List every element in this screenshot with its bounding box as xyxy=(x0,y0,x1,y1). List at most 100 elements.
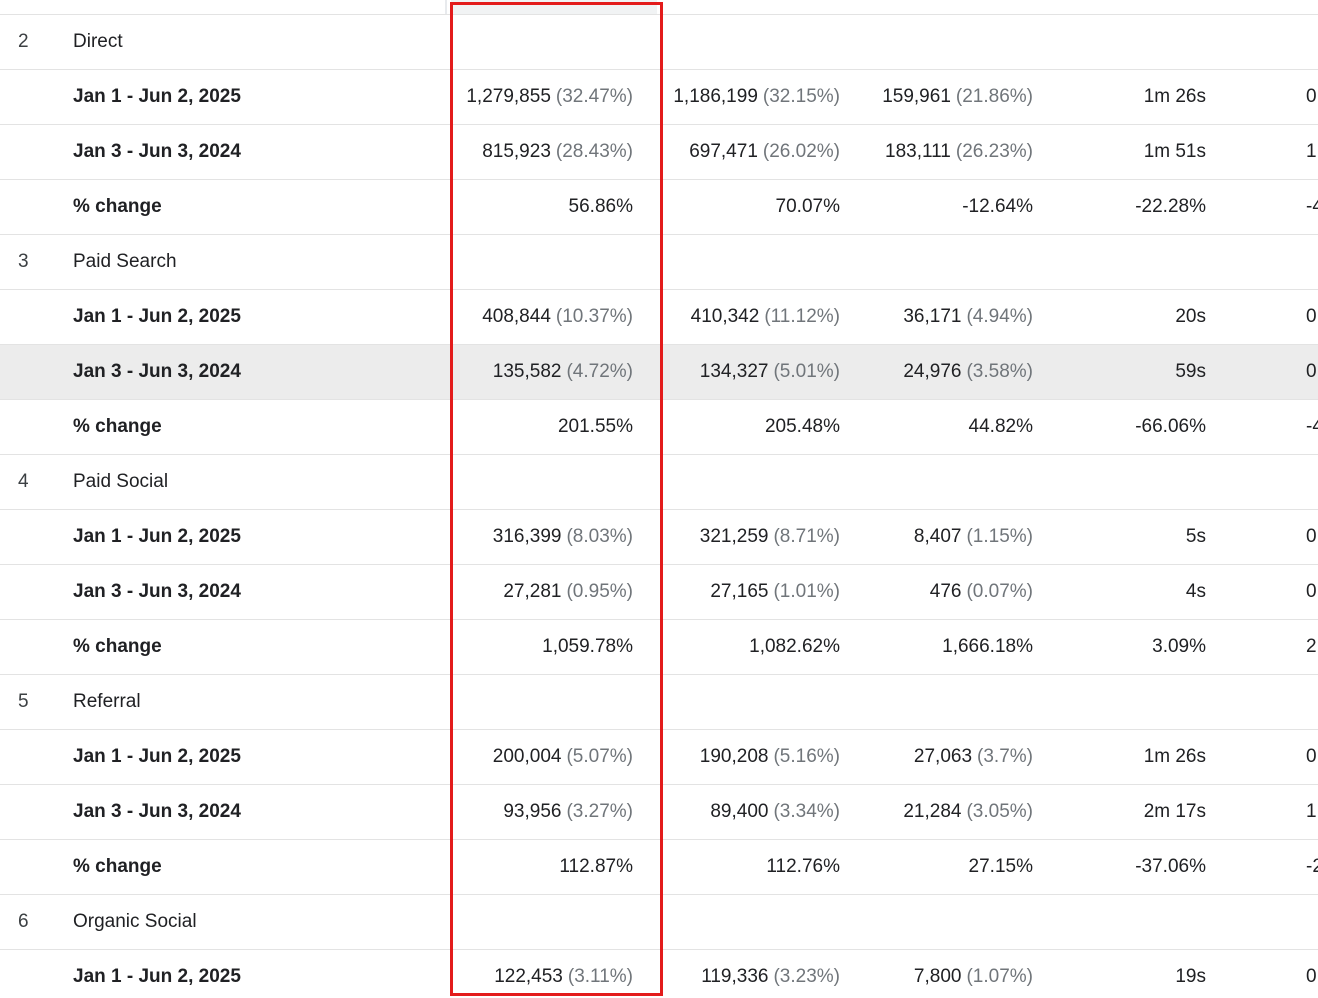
metric-cell-c4: 59s xyxy=(1175,345,1206,399)
row-index: 2 xyxy=(18,31,29,52)
metric-value: 0 xyxy=(1306,306,1317,327)
metric-value: 59s xyxy=(1175,361,1206,382)
date-range-row[interactable]: Jan 3 - Jun 3, 2024 135,582 (4.72%) 134,327… xyxy=(0,345,1318,400)
metric-value: 0 xyxy=(1306,86,1317,107)
date-range-row[interactable]: Jan 1 - Jun 2, 2025 122,453 (3.11%) 119,336… xyxy=(0,950,1318,998)
metric-value: 89,400 xyxy=(710,801,769,822)
metric-value: 3.09% xyxy=(1152,636,1206,657)
row-label: Jan 3 - Jun 3, 2024 xyxy=(73,361,241,382)
metric-cell-c2: 1,082.62% xyxy=(749,620,840,674)
metric-value: 410,342 xyxy=(690,306,760,327)
metric-cell-c5: 0 xyxy=(1306,565,1317,619)
metric-value: 19s xyxy=(1175,966,1206,987)
channel-group-row[interactable]: 2 Direct xyxy=(0,15,1318,70)
metric-value: 134,327 xyxy=(699,361,769,382)
channel-group-row[interactable]: 4 Paid Social xyxy=(0,455,1318,510)
metric-cell-c4: 3.09% xyxy=(1152,620,1206,674)
metric-value: 21,284 xyxy=(903,801,962,822)
metric-cell-c5: -22.8 xyxy=(1306,840,1318,894)
metric-share: (32.15%) xyxy=(762,86,840,107)
metric-cell-c4: 5s xyxy=(1186,510,1206,564)
date-range-row[interactable]: Jan 1 - Jun 2, 2025 200,004 (5.07%) 190,208… xyxy=(0,730,1318,785)
metric-share: (3.58%) xyxy=(966,361,1033,382)
row-label: % change xyxy=(73,416,162,437)
metric-share: (3.27%) xyxy=(566,801,633,822)
metric-cell-c5: 1 xyxy=(1306,125,1317,179)
metric-value: 1,279,855 xyxy=(466,86,551,107)
channel-group-row[interactable]: 6 Organic Social xyxy=(0,895,1318,950)
metric-value: 5s xyxy=(1185,526,1206,547)
channel-name: Paid Search xyxy=(73,251,177,272)
metric-cell-c2: 410,342 (11.12%) xyxy=(691,290,840,344)
date-range-row[interactable]: Jan 1 - Jun 2, 2025 316,399 (8.03%) 321,259… xyxy=(0,510,1318,565)
metric-share: (3.7%) xyxy=(977,746,1033,767)
metric-cell-c4: -22.28% xyxy=(1135,180,1206,234)
metric-cell-c1: 135,582 (4.72%) xyxy=(493,345,633,399)
metric-cell-c1: 815,923 (28.43%) xyxy=(482,125,633,179)
row-label: % change xyxy=(73,636,162,657)
row-index: 6 xyxy=(18,911,29,932)
date-range-row[interactable]: Jan 3 - Jun 3, 2024 27,281 (0.95%) 27,165 (1… xyxy=(0,565,1318,620)
metric-cell-c4: 20s xyxy=(1175,290,1206,344)
metric-share: (4.94%) xyxy=(966,306,1033,327)
metric-share: (10.37%) xyxy=(555,306,633,327)
metric-share: (8.71%) xyxy=(773,526,840,547)
metric-value: 27,063 xyxy=(913,746,973,767)
metric-value: 0 xyxy=(1306,746,1317,767)
channel-group-row[interactable]: 5 Referral xyxy=(0,675,1318,730)
percent-change-row[interactable]: % change 112.87% 112.76% 27.15% -37.06% -22.8 xyxy=(0,840,1318,895)
metric-share: (32.47%) xyxy=(555,86,633,107)
metric-cell-c2: 190,208 (5.16%) xyxy=(700,730,840,784)
metric-value: 1 xyxy=(1306,801,1317,822)
row-index: 3 xyxy=(18,251,29,272)
metric-cell-c3: 27.15% xyxy=(969,840,1033,894)
metric-share: (3.05%) xyxy=(966,801,1033,822)
metric-share: (3.34%) xyxy=(773,801,840,822)
metric-cell-c4: 1m 26s xyxy=(1144,70,1206,124)
date-range-row[interactable]: Jan 3 - Jun 3, 2024 93,956 (3.27%) 89,400 (3… xyxy=(0,785,1318,840)
metric-value: 112.87% xyxy=(559,856,633,877)
metric-cell-c3: 183,111 (26.23%) xyxy=(885,125,1033,179)
metric-cell-c2: 70.07% xyxy=(776,180,840,234)
metric-value: 24,976 xyxy=(903,361,962,382)
metric-cell-c5: 0 xyxy=(1306,730,1317,784)
metric-cell-c3: 7,800 (1.07%) xyxy=(914,950,1033,998)
metric-value: 159,961 xyxy=(882,86,951,107)
metric-share: (1.15%) xyxy=(966,526,1033,547)
row-index: 5 xyxy=(18,691,29,712)
percent-change-row[interactable]: % change 201.55% 205.48% 44.82% -66.06% -47.9 xyxy=(0,400,1318,455)
row-label: Jan 3 - Jun 3, 2024 xyxy=(73,141,241,162)
metric-cell-c4: -66.06% xyxy=(1135,400,1206,454)
metric-value: 201.55% xyxy=(557,416,633,437)
metric-value: -66.06% xyxy=(1135,416,1206,437)
metric-cell-c1: 408,844 (10.37%) xyxy=(482,290,633,344)
metric-share: (28.43%) xyxy=(555,141,633,162)
metric-value: 4s xyxy=(1185,581,1206,602)
channel-group-row[interactable]: 3 Paid Search xyxy=(0,235,1318,290)
row-label: Jan 1 - Jun 2, 2025 xyxy=(73,966,241,987)
metric-cell-c1: 201.55% xyxy=(558,400,633,454)
metric-value: 183,111 xyxy=(885,141,951,162)
date-range-row[interactable]: Jan 1 - Jun 2, 2025 1,279,855 (32.47%) 1,18… xyxy=(0,70,1318,125)
metric-cell-c5: 0 xyxy=(1306,290,1317,344)
metric-cell-c4: 2m 17s xyxy=(1144,785,1206,839)
date-range-row[interactable]: Jan 3 - Jun 3, 2024 815,923 (28.43%) 697,47… xyxy=(0,125,1318,180)
metric-cell-c3: 24,976 (3.58%) xyxy=(903,345,1033,399)
metric-cell-c4: 4s xyxy=(1186,565,1206,619)
metric-cell-c2: 27,165 (1.01%) xyxy=(710,565,840,619)
metric-value: -47.9 xyxy=(1306,416,1318,437)
metric-value: 122,453 xyxy=(494,966,563,987)
date-range-row[interactable]: Jan 1 - Jun 2, 2025 408,844 (10.37%) 410,34… xyxy=(0,290,1318,345)
metric-value: 8,407 xyxy=(913,526,962,547)
metric-value: 44.82% xyxy=(968,416,1033,437)
metric-cell-c4: -37.06% xyxy=(1135,840,1206,894)
percent-change-row[interactable]: % change 1,059.78% 1,082.62% 1,666.18% 3.09%… xyxy=(0,620,1318,675)
metric-cell-c5: 0 xyxy=(1306,510,1317,564)
metric-value: 0 xyxy=(1306,526,1317,547)
metric-cell-c1: 56.86% xyxy=(569,180,633,234)
metric-cell-c2: 1,186,199 (32.15%) xyxy=(673,70,840,124)
metric-share: (5.16%) xyxy=(773,746,840,767)
percent-change-row[interactable]: % change 56.86% 70.07% -12.64% -22.28% -44.5 xyxy=(0,180,1318,235)
metric-cell-c1: 1,279,855 (32.47%) xyxy=(466,70,633,124)
metric-value: 0 xyxy=(1306,966,1317,987)
